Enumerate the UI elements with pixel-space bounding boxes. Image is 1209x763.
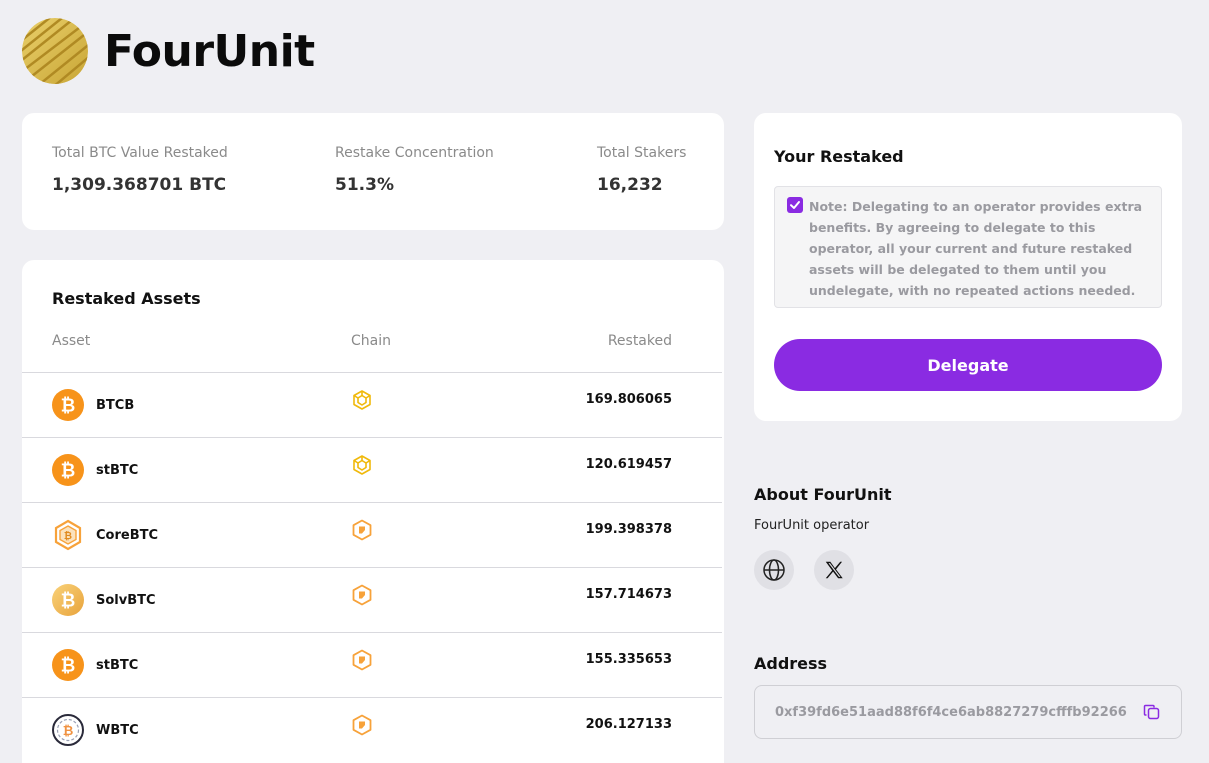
bnb-chain-icon (351, 389, 373, 411)
wbtc-icon: ₿ (52, 714, 84, 746)
svg-text:₿: ₿ (61, 591, 76, 612)
asset-name: CoreBTC (96, 528, 159, 543)
column-header-restaked: Restaked (607, 333, 672, 349)
core-chain-icon (351, 714, 373, 736)
table-row[interactable]: ₿ BTCB 169.806065 (22, 372, 722, 437)
checkmark-icon (790, 201, 800, 209)
asset-name: SolvBTC (96, 593, 156, 608)
globe-icon (763, 559, 785, 581)
delegate-button[interactable]: Delegate (774, 339, 1162, 391)
table-row[interactable]: ₿ CoreBTC 199.398378 (22, 502, 722, 567)
svg-text:₿: ₿ (61, 656, 76, 677)
brand-name: FourUnit (104, 25, 315, 77)
agree-checkbox[interactable] (787, 197, 803, 213)
asset-restaked-amount: 199.398378 (585, 522, 672, 537)
stat-label: Total BTC Value Restaked (52, 145, 228, 161)
table-row[interactable]: ₿ stBTC 120.619457 (22, 437, 722, 502)
page-header: FourUnit (22, 18, 315, 84)
solvbtc-icon: ₿ (52, 584, 84, 616)
core-chain-icon (351, 584, 373, 606)
website-link-button[interactable] (754, 550, 794, 590)
svg-text:₿: ₿ (61, 396, 76, 417)
bitcoin-icon: ₿ (52, 649, 84, 681)
delegation-note-box: Note: Delegating to an operator provides… (774, 186, 1162, 308)
copy-address-button[interactable] (1143, 703, 1161, 725)
asset-restaked-amount: 155.335653 (585, 652, 672, 667)
asset-restaked-amount: 157.714673 (585, 587, 672, 602)
asset-name: BTCB (96, 398, 135, 413)
svg-text:₿: ₿ (64, 530, 72, 542)
stat-label: Total Stakers (597, 145, 687, 161)
stat-value: 16,232 (597, 175, 663, 195)
core-chain-icon (351, 649, 373, 671)
asset-name: WBTC (96, 723, 139, 738)
column-header-chain: Chain (351, 333, 391, 349)
brand-logo-icon (22, 18, 88, 84)
svg-text:₿: ₿ (61, 461, 76, 482)
assets-table-body: ₿ BTCB 169.806065 ₿ stBTC 120.619457 ₿ CoreBTC 1… (22, 372, 722, 762)
bnb-chain-icon (351, 454, 373, 476)
column-header-asset: Asset (52, 333, 91, 349)
about-subtitle: FourUnit operator (754, 518, 870, 533)
bitcoin-icon: ₿ (52, 454, 84, 486)
x-link-button[interactable] (814, 550, 854, 590)
table-row[interactable]: ₿ WBTC 206.127133 (22, 697, 722, 762)
asset-name: stBTC (96, 463, 139, 478)
svg-text:₿: ₿ (63, 724, 74, 739)
stat-concentration: Restake Concentration 51.3% (335, 145, 494, 195)
asset-restaked-amount: 206.127133 (585, 717, 672, 732)
x-logo-icon (825, 561, 843, 579)
address-field: 0xf39fd6e51aad88f6f4ce6ab8827279cfffb922… (754, 685, 1182, 739)
about-title: About FourUnit (754, 485, 892, 504)
address-title: Address (754, 654, 828, 673)
bitcoin-icon: ₿ (52, 389, 84, 421)
asset-restaked-amount: 120.619457 (585, 457, 672, 472)
restaked-title: Your Restaked (774, 147, 904, 166)
stat-stakers: Total Stakers 16,232 (597, 145, 686, 195)
asset-restaked-amount: 169.806065 (585, 392, 672, 407)
stat-value: 1,309.368701 BTC (52, 175, 227, 195)
stat-label: Restake Concentration (335, 145, 494, 161)
table-row[interactable]: ₿ stBTC 155.335653 (22, 632, 722, 697)
core-chain-icon (351, 519, 373, 541)
corebtc-icon: ₿ (52, 519, 84, 551)
assets-title: Restaked Assets (52, 289, 201, 308)
asset-name: stBTC (96, 658, 139, 673)
stats-card: Total BTC Value Restaked 1,309.368701 BT… (22, 113, 724, 230)
your-restaked-card: Your Restaked Note: Delegating to an ope… (754, 113, 1182, 421)
delegation-note-text: Note: Delegating to an operator provides… (809, 199, 1143, 298)
table-row[interactable]: ₿ SolvBTC 157.714673 (22, 567, 722, 632)
copy-icon (1143, 704, 1160, 720)
stat-total-btc: Total BTC Value Restaked 1,309.368701 BT… (52, 145, 228, 195)
restaked-assets-card: Restaked Assets Asset Chain Restaked ₿ BT… (22, 260, 724, 763)
stat-value: 51.3% (335, 175, 394, 195)
address-value: 0xf39fd6e51aad88f6f4ce6ab8827279cfffb922… (775, 705, 1127, 720)
